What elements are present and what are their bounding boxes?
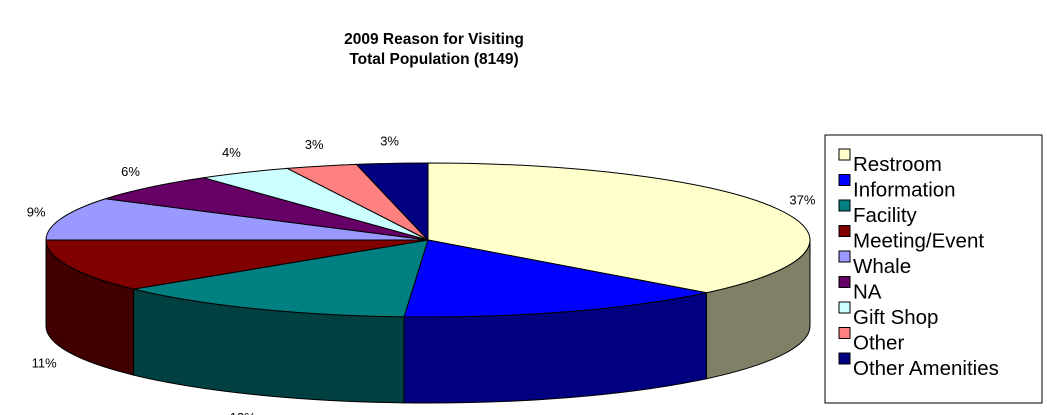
data-label-gift-shop: 4% [222,145,241,160]
legend-label-na: NA [853,281,882,304]
legend-swatch-whale [838,250,851,263]
data-label-na: 6% [121,164,140,179]
data-label-other-amenities: 3% [380,133,399,148]
pie-labels: 37%14%13%11%9%6%4%3%3% [27,133,816,415]
legend-swatch-na [838,276,851,288]
data-label-whale: 9% [27,204,46,219]
legend-label-gift-shop: Gift Shop [853,306,938,329]
chart-subtitle: Total Population (8149) [349,51,518,68]
legend-label-information: Information [853,179,956,202]
chart-title: 2009 Reason for Visiting [344,31,524,48]
pie-top [45,162,811,318]
pie-sides [45,239,811,404]
data-label-restroom: 37% [789,193,815,208]
legend-swatch-other-amenities [838,352,851,365]
legend-swatch-information [838,174,851,186]
legend-label-other: Other [853,332,904,355]
legend-label-other-amenities: Other Amenities [853,357,999,380]
pie-slice-na [105,177,429,241]
pie-slice-facility [133,239,429,318]
legend-swatch-meeting-event [838,225,851,237]
pie-slice-restroom [427,162,811,294]
pie-slice-whale [45,198,429,241]
data-label-facility: 13% [230,410,256,415]
pie-slice-meeting-event [45,239,429,290]
legend-swatch-facility [838,199,851,212]
data-label-meeting-event: 11% [32,356,57,371]
legend-label-facility: Facility [853,204,918,227]
legend-label-meeting-event: Meeting/Event [853,230,984,253]
legend-swatch-gift-shop [838,301,851,314]
pie-slice-information [403,239,707,318]
legend-label-restroom: Restroom [853,153,942,176]
legend-swatch-other [838,327,851,339]
data-label-other: 3% [305,137,324,152]
pie-slice-other-amenities [355,162,429,242]
legend-swatch-restroom [838,148,851,161]
legend-box [824,134,1043,404]
legend-label-whale: Whale [853,255,911,278]
